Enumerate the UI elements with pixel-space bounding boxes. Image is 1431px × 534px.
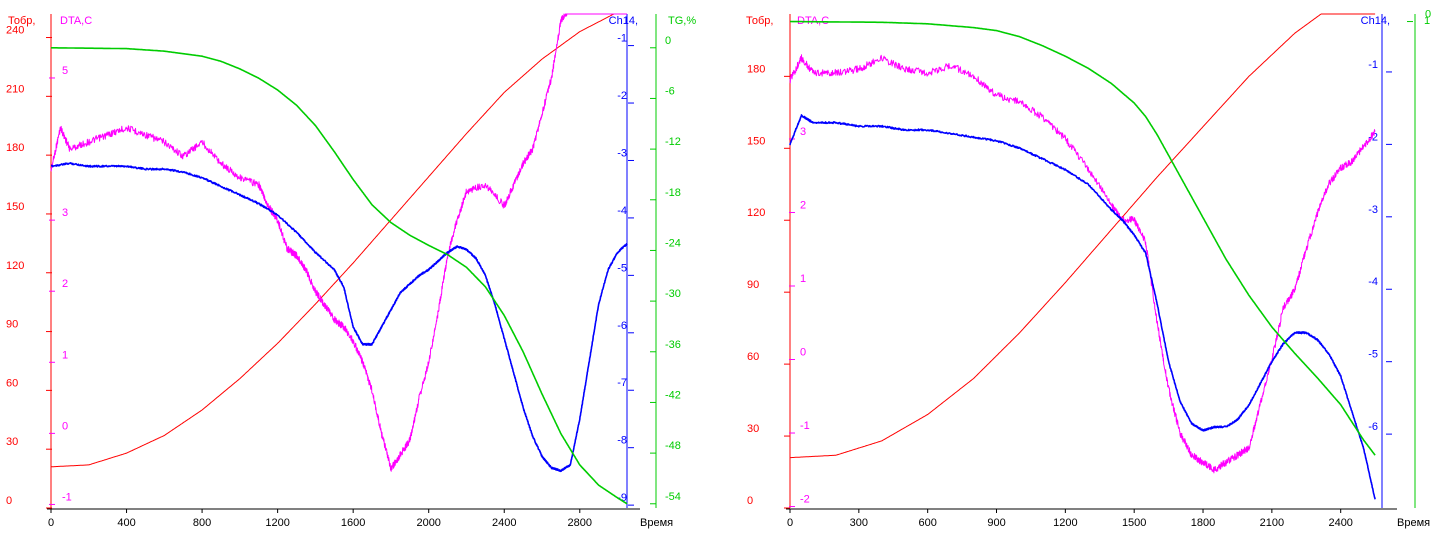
time-tick-label: 600 — [918, 517, 936, 529]
tg-tick-label: -48 — [665, 440, 681, 452]
dta-tick-label: -1 — [800, 420, 810, 432]
ch14-tick-label: -5 — [617, 262, 627, 274]
dta-tick-label: 2 — [62, 278, 68, 290]
time-tick-label: 1200 — [1053, 517, 1077, 529]
dta-series-line — [50, 13, 628, 472]
time-tick-label: 1600 — [341, 517, 365, 529]
ch14-series-line — [50, 162, 628, 473]
tg-series-line — [789, 20, 1376, 456]
time-tick-label: 1800 — [1191, 517, 1215, 529]
time-tick-label: 400 — [117, 517, 135, 529]
time-tick-label: 800 — [193, 517, 211, 529]
ch14-tick-label: -3 — [1368, 204, 1378, 216]
dta-series-line — [789, 54, 1376, 474]
temperature-tick-label: 180 — [6, 142, 24, 154]
dta-tick-label: 1 — [62, 349, 68, 361]
tg-tick-label: -18 — [665, 187, 681, 199]
tg-tick-label: -12 — [665, 136, 681, 148]
temperature-tick-label: 120 — [6, 260, 24, 272]
tg-tick-label: -24 — [665, 237, 681, 249]
ch14-tick-label: -6 — [617, 320, 627, 332]
ch14-axis-label: Ch14, — [609, 15, 638, 27]
time-axis-title: Время — [640, 517, 673, 529]
time-tick-label: 0 — [787, 517, 793, 529]
dta-axis-label: DTA,C — [60, 15, 92, 27]
chart-panel-2: Тобр, DTA,C Ch14, 10306090120150180-2-10123… — [746, 9, 1431, 529]
time-tick-label: 2400 — [1328, 517, 1352, 529]
temperature-tick-label: 210 — [6, 83, 24, 95]
dta-tick-label: 3 — [800, 126, 806, 138]
tg-tick-label: -54 — [665, 491, 681, 503]
temperature-tick-label: 30 — [747, 423, 759, 435]
tg-axis-label: 1 — [1424, 15, 1430, 27]
temperature-tick-label: 180 — [747, 63, 765, 75]
ch14-series-line — [789, 114, 1376, 500]
ch14-tick-label: -9 — [617, 492, 627, 504]
dta-tick-label: 1 — [800, 273, 806, 285]
tg-tick-label: -6 — [665, 85, 675, 97]
temperature-tick-label: 0 — [747, 495, 753, 507]
tg-tick-label: -36 — [665, 339, 681, 351]
ch14-tick-label: -1 — [617, 33, 627, 45]
temperature-axis-label: Тобр, — [746, 15, 773, 27]
ch14-tick-label: -2 — [617, 90, 627, 102]
ch14-tick-label: -4 — [617, 205, 627, 217]
ch14-tick-label: -2 — [1368, 131, 1378, 143]
tg-tick-label: 0 — [1425, 9, 1431, 21]
temperature-tick-label: 120 — [747, 207, 765, 219]
ch14-tick-label: -1 — [1368, 59, 1378, 71]
tg-tick-label: -42 — [665, 389, 681, 401]
temperature-tick-label: 60 — [6, 377, 18, 389]
dta-tick-label: -2 — [800, 494, 810, 506]
time-tick-label: 2100 — [1260, 517, 1284, 529]
time-tick-label: 2000 — [416, 517, 440, 529]
dta-tick-label: 0 — [800, 347, 806, 359]
ch14-axis-label: Ch14, — [1361, 15, 1390, 27]
temperature-tick-label: 0 — [6, 495, 12, 507]
tg-tick-label: -30 — [665, 288, 681, 300]
time-axis-title: Время — [1397, 517, 1430, 529]
temperature-tick-label: 150 — [747, 135, 765, 147]
ch14-tick-label: -8 — [617, 435, 627, 447]
dta-tick-label: 2 — [800, 199, 806, 211]
ch14-tick-label: -5 — [1368, 349, 1378, 361]
time-tick-label: 0 — [48, 517, 54, 529]
ch14-tick-label: -3 — [617, 147, 627, 159]
time-tick-label: 2800 — [568, 517, 592, 529]
time-tick-label: 1200 — [265, 517, 289, 529]
tg-series-line — [51, 47, 628, 505]
temperature-series-line — [51, 13, 628, 468]
temperature-tick-label: 240 — [6, 25, 24, 37]
chart-panel-1: Тобр, DTA,C Ch14, TG,%030609012015018021024… — [6, 13, 696, 529]
dta-tick-label: 3 — [62, 207, 68, 219]
temperature-axis-label: Тобр, — [8, 15, 35, 27]
dta-tick-label: 5 — [62, 65, 68, 77]
temperature-tick-label: 90 — [6, 319, 18, 331]
time-tick-label: 1500 — [1122, 517, 1146, 529]
temperature-tick-label: 90 — [747, 279, 759, 291]
time-tick-label: 900 — [987, 517, 1005, 529]
time-tick-label: 300 — [850, 517, 868, 529]
ch14-tick-label: -7 — [617, 377, 627, 389]
ch14-tick-label: -4 — [1368, 276, 1378, 288]
temperature-tick-label: 30 — [6, 436, 18, 448]
ch14-tick-label: -6 — [1368, 421, 1378, 433]
temperature-series-line — [790, 13, 1376, 459]
dta-tick-label: 0 — [62, 420, 68, 432]
time-tick-label: 2400 — [492, 517, 516, 529]
temperature-tick-label: 60 — [747, 351, 759, 363]
temperature-tick-label: 150 — [6, 201, 24, 213]
tg-axis-label: TG,% — [668, 15, 696, 27]
dta-tick-label: -1 — [62, 491, 72, 503]
tg-tick-label: 0 — [665, 35, 671, 47]
